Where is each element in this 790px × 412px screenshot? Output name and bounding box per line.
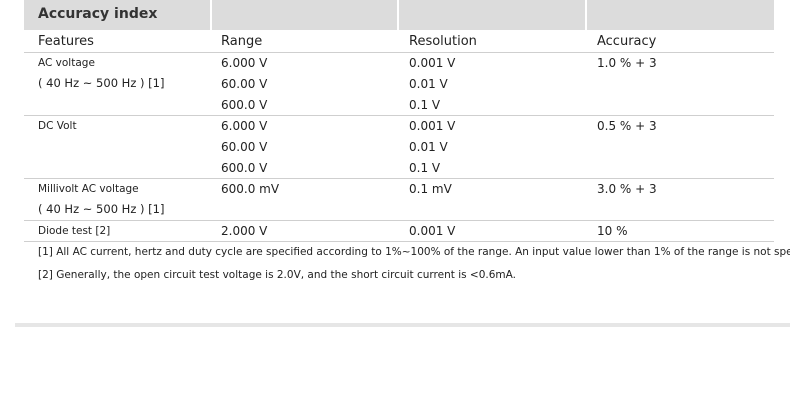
cell: 0.001 V xyxy=(409,56,456,70)
cell: 3.0 % + 3 xyxy=(597,182,657,196)
cell: 600.0 V xyxy=(221,161,268,175)
divider xyxy=(24,178,774,179)
cell: 60.00 V xyxy=(221,77,268,91)
feature: AC voltage xyxy=(38,57,95,69)
separator-bar xyxy=(15,323,790,327)
feature: Millivolt AC voltage xyxy=(38,183,139,195)
cell: 0.1 mV xyxy=(409,182,452,196)
cell: 2.000 V xyxy=(221,224,268,238)
title: Accuracy index xyxy=(38,6,158,22)
cell: 0.5 % + 3 xyxy=(597,119,657,133)
cell: 10 % xyxy=(597,224,628,238)
note: [2] Generally, the open circuit test vol… xyxy=(38,269,516,281)
divider xyxy=(24,241,774,242)
cell: 0.1 V xyxy=(409,161,441,175)
cell: 0.01 V xyxy=(409,77,448,91)
column-header: Accuracy xyxy=(597,34,657,49)
cell: 6.000 V xyxy=(221,56,268,70)
header-cell xyxy=(399,0,585,30)
divider xyxy=(24,220,774,221)
column-header: Range xyxy=(221,34,263,49)
feature: DC Volt xyxy=(38,120,77,132)
divider xyxy=(24,115,774,116)
column-header: Features xyxy=(38,34,94,49)
cell: 1.0 % + 3 xyxy=(597,56,657,70)
cell: 0.001 V xyxy=(409,224,456,238)
cell: 0.1 V xyxy=(409,98,441,112)
cell: 6.000 V xyxy=(221,119,268,133)
note: [1] All AC current, hertz and duty cycle… xyxy=(38,246,790,258)
divider xyxy=(24,52,774,53)
cell: 600.0 mV xyxy=(221,182,280,196)
feature: Diode test [2] xyxy=(38,225,111,237)
header-cell xyxy=(587,0,774,30)
cell: 0.01 V xyxy=(409,140,448,154)
header-cell xyxy=(212,0,397,30)
column-header: Resolution xyxy=(409,34,477,49)
cell: 600.0 V xyxy=(221,98,268,112)
cell: 60.00 V xyxy=(221,140,268,154)
header-cell xyxy=(24,0,210,30)
feature: ( 40 Hz ~ 500 Hz ) [1] xyxy=(38,202,165,216)
feature: ( 40 Hz ~ 500 Hz ) [1] xyxy=(38,76,165,90)
cell: 0.001 V xyxy=(409,119,456,133)
